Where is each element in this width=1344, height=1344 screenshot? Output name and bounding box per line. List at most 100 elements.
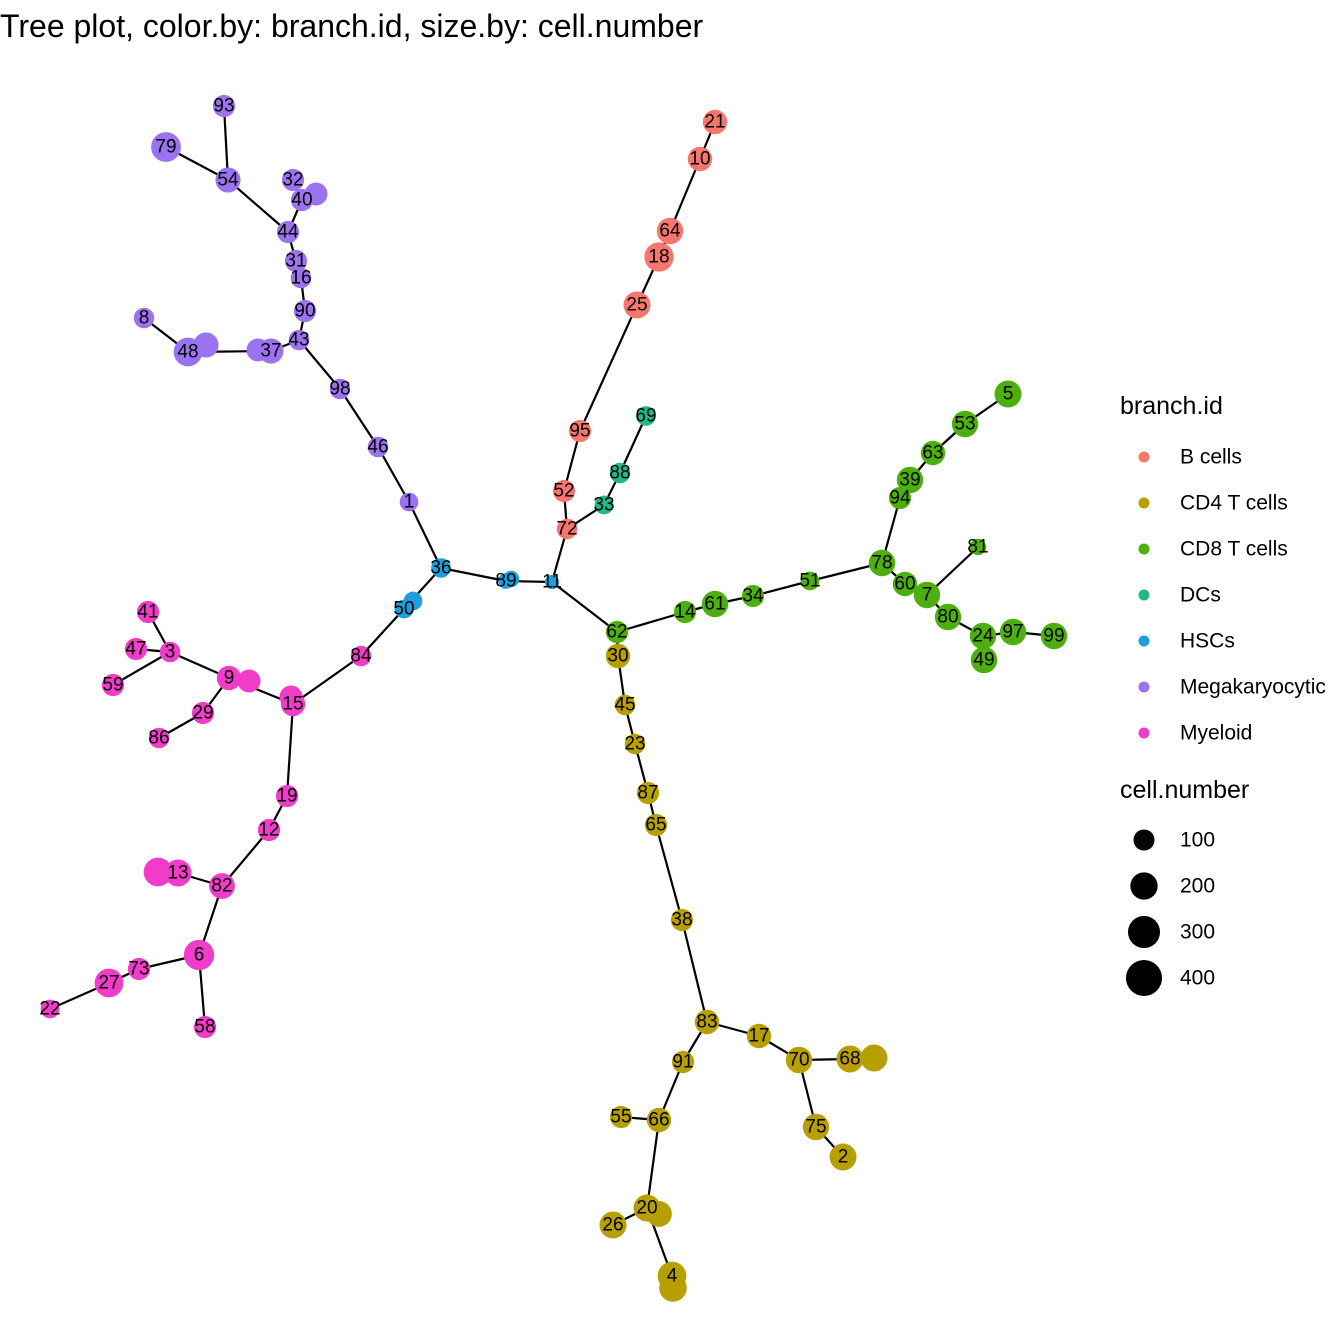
nodes-layer: [40, 94, 1068, 1302]
node-26: [599, 1211, 627, 1239]
legend-key-megakaryocytic: [1138, 681, 1150, 693]
node-label-20: 20: [636, 1198, 657, 1219]
node-label-47: 47: [125, 639, 146, 660]
node-50: [394, 599, 414, 619]
node-22: [40, 999, 60, 1019]
node-label-3: 3: [165, 642, 176, 663]
node-label-49: 49: [973, 650, 994, 671]
node-cluster-dot: [860, 1044, 888, 1072]
node-label-51: 51: [799, 571, 820, 592]
node-label-88: 88: [609, 463, 630, 484]
node-90: [293, 299, 317, 323]
node-label-66: 66: [648, 1110, 669, 1131]
node-label-2: 2: [838, 1147, 849, 1168]
node-68: [836, 1045, 864, 1073]
node-label-52: 52: [553, 481, 574, 502]
node-label-60: 60: [894, 574, 915, 595]
legend-label-cd8-t-cells: CD8 T cells: [1180, 538, 1288, 561]
node-18: [644, 242, 674, 272]
node-66: [646, 1107, 672, 1133]
edge-65-38: [654, 824, 684, 921]
node-label-69: 69: [635, 406, 656, 427]
node-label-6: 6: [194, 945, 205, 966]
node-5: [994, 380, 1022, 408]
node-60: [892, 571, 918, 597]
node-label-22: 22: [39, 999, 60, 1020]
node-16: [290, 267, 312, 289]
node-36: [431, 558, 451, 578]
edge-84-15: [292, 655, 362, 705]
node-label-68: 68: [839, 1049, 860, 1070]
node-label-73: 73: [128, 959, 149, 980]
node-label-86: 86: [148, 728, 169, 749]
node-9: [216, 665, 242, 691]
node-27: [94, 968, 124, 998]
node-label-83: 83: [696, 1012, 717, 1033]
node-37: [258, 338, 284, 364]
node-53: [951, 410, 979, 438]
node-20: [633, 1194, 661, 1222]
legend-size-key-100: [1133, 829, 1155, 851]
node-24: [969, 622, 997, 650]
node-label-91: 91: [672, 1052, 693, 1073]
node-label-43: 43: [288, 330, 309, 351]
node-label-18: 18: [648, 247, 669, 268]
edge-50-84: [360, 608, 405, 657]
node-45: [614, 694, 636, 716]
node-label-63: 63: [922, 443, 943, 464]
node-label-11: 11: [542, 572, 562, 593]
node-33: [594, 495, 614, 515]
node-label-65: 65: [645, 815, 666, 836]
node-47: [124, 637, 148, 661]
node-label-27: 27: [98, 973, 119, 994]
node-51: [800, 571, 820, 591]
node-label-14: 14: [674, 602, 696, 623]
node-69: [636, 406, 656, 426]
legend-label-cd4-t-cells: CD4 T cells: [1180, 492, 1288, 515]
edge-89-36: [440, 566, 507, 583]
node-99: [1040, 622, 1068, 650]
node-93: [212, 94, 236, 118]
node-43: [288, 329, 310, 351]
node-4: [657, 1261, 687, 1291]
node-label-24: 24: [972, 626, 994, 647]
node-label-16: 16: [290, 268, 311, 289]
node-label-50: 50: [393, 599, 414, 620]
node-label-31: 31: [285, 251, 306, 272]
node-78: [868, 549, 896, 577]
node-label-21: 21: [704, 112, 725, 133]
node-29: [191, 701, 215, 725]
node-86: [148, 727, 170, 749]
node-11: [544, 574, 560, 590]
node-21: [702, 109, 728, 135]
node-label-84: 84: [350, 646, 372, 667]
node-label-62: 62: [606, 622, 627, 643]
node-48: [173, 337, 203, 367]
node-label-58: 58: [194, 1017, 215, 1038]
edge-46-98: [339, 388, 379, 448]
node-cluster-dot: [237, 669, 261, 693]
node-label-82: 82: [211, 876, 232, 897]
node-label-97: 97: [1002, 622, 1023, 643]
edge-98-43: [298, 339, 341, 390]
node-65: [644, 813, 668, 837]
node-label-34: 34: [742, 586, 764, 607]
node-label-95: 95: [569, 421, 590, 442]
node-91: [671, 1050, 695, 1074]
legend: branch.id B cells CD4 T cells CD8 T cells DC…: [1120, 392, 1326, 997]
legend-key-cd4-t-cells: [1138, 497, 1150, 509]
node-6: [183, 939, 215, 971]
node-label-23: 23: [624, 734, 645, 755]
legend-label-myeloid: Myeloid: [1180, 722, 1252, 745]
node-30: [605, 643, 631, 669]
node-label-25: 25: [626, 295, 647, 316]
node-95: [568, 419, 592, 443]
node-label-33: 33: [593, 495, 614, 516]
node-label-4: 4: [667, 1266, 678, 1287]
node-38: [670, 908, 694, 932]
node-label-32: 32: [282, 170, 303, 191]
node-58: [193, 1015, 217, 1039]
node-34: [741, 584, 765, 608]
legend-title-size: cell.number: [1120, 776, 1249, 804]
node-87: [636, 781, 660, 805]
